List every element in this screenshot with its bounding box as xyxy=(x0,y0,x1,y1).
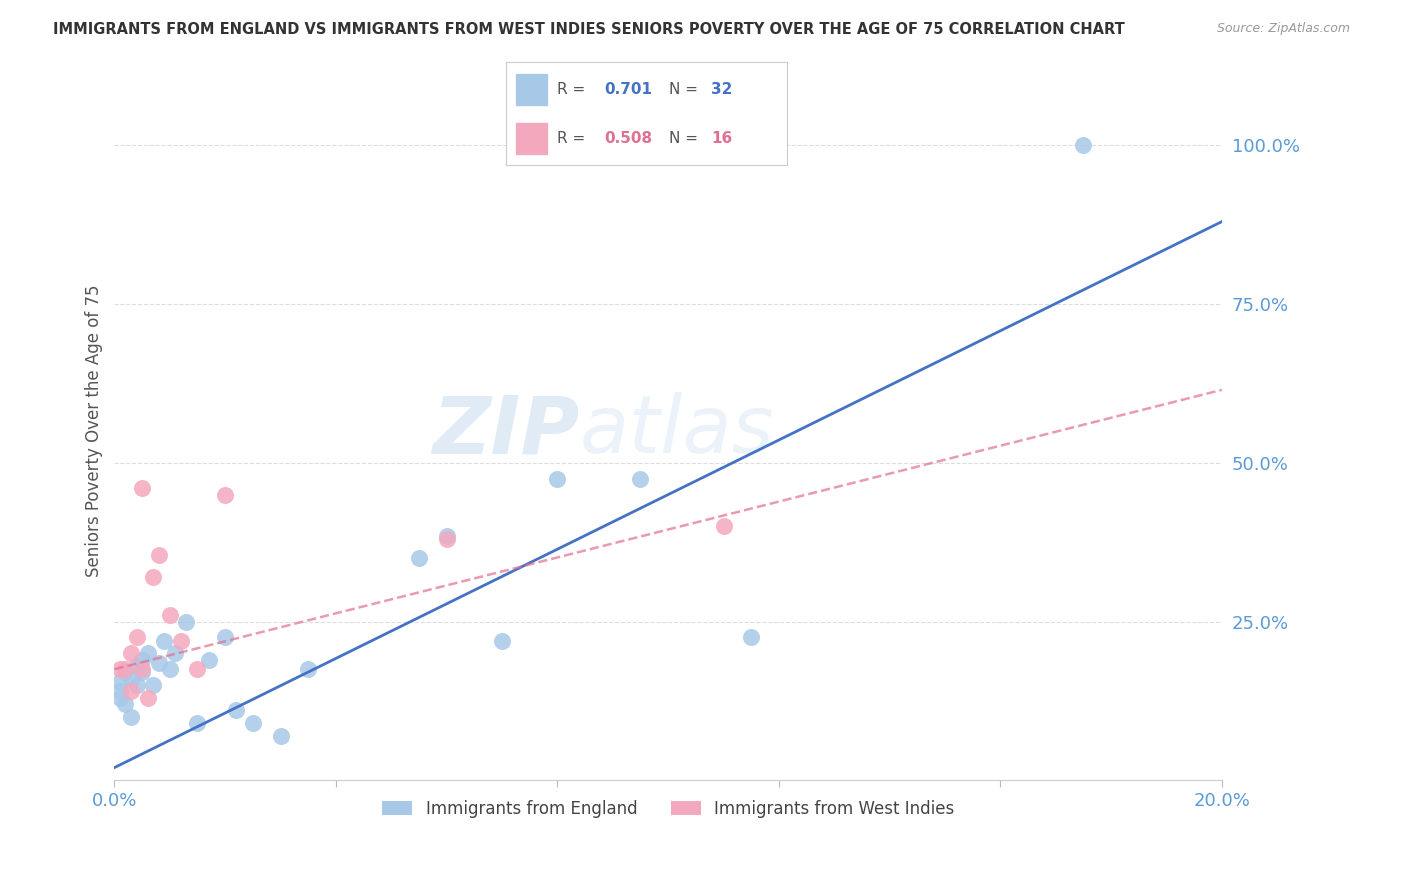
Point xyxy=(159,662,181,676)
Text: 0.701: 0.701 xyxy=(605,81,652,96)
Point xyxy=(142,570,165,584)
Point xyxy=(270,729,292,743)
Point xyxy=(242,716,264,731)
Text: 32: 32 xyxy=(711,81,733,96)
Text: 16: 16 xyxy=(711,131,733,146)
Text: atlas: atlas xyxy=(579,392,775,470)
Y-axis label: Seniors Poverty Over the Age of 75: Seniors Poverty Over the Age of 75 xyxy=(86,285,103,577)
Point xyxy=(225,703,247,717)
Point xyxy=(491,633,513,648)
Text: ZIP: ZIP xyxy=(432,392,579,470)
Point xyxy=(148,548,170,562)
Point xyxy=(630,472,652,486)
Point xyxy=(108,662,131,676)
Point xyxy=(136,646,159,660)
Point xyxy=(131,481,153,495)
Point xyxy=(159,608,181,623)
Point xyxy=(165,646,187,660)
Bar xyxy=(515,122,548,155)
Point xyxy=(108,684,131,698)
Text: N =: N = xyxy=(669,131,699,146)
Point xyxy=(125,678,148,692)
Point xyxy=(108,690,131,705)
Text: N =: N = xyxy=(669,81,699,96)
Point xyxy=(131,662,153,676)
Text: 0.508: 0.508 xyxy=(605,131,652,146)
Text: IMMIGRANTS FROM ENGLAND VS IMMIGRANTS FROM WEST INDIES SENIORS POVERTY OVER THE : IMMIGRANTS FROM ENGLAND VS IMMIGRANTS FR… xyxy=(53,22,1125,37)
Point xyxy=(436,532,458,546)
Point xyxy=(297,662,319,676)
Point xyxy=(108,674,131,689)
Point xyxy=(114,662,136,676)
Legend: Immigrants from England, Immigrants from West Indies: Immigrants from England, Immigrants from… xyxy=(375,793,960,824)
Point xyxy=(136,690,159,705)
Point xyxy=(125,659,148,673)
Point xyxy=(120,684,142,698)
Point xyxy=(740,631,762,645)
Point xyxy=(142,678,165,692)
Point xyxy=(436,529,458,543)
Point xyxy=(713,519,735,533)
Point xyxy=(125,631,148,645)
Text: R =: R = xyxy=(557,131,585,146)
Point xyxy=(546,472,568,486)
Point xyxy=(114,697,136,711)
Point xyxy=(120,710,142,724)
Point xyxy=(153,633,176,648)
Point xyxy=(186,716,208,731)
Bar xyxy=(515,73,548,105)
Point xyxy=(1073,138,1095,153)
Point xyxy=(148,656,170,670)
Point xyxy=(197,653,219,667)
Point xyxy=(114,665,136,680)
Point xyxy=(131,653,153,667)
Point xyxy=(214,631,236,645)
Point xyxy=(170,633,193,648)
Point xyxy=(120,672,142,686)
Point xyxy=(186,662,208,676)
Text: Source: ZipAtlas.com: Source: ZipAtlas.com xyxy=(1216,22,1350,36)
Point xyxy=(408,551,430,566)
Point xyxy=(131,665,153,680)
Point xyxy=(214,487,236,501)
Point xyxy=(176,615,198,629)
Text: R =: R = xyxy=(557,81,585,96)
Point xyxy=(120,646,142,660)
